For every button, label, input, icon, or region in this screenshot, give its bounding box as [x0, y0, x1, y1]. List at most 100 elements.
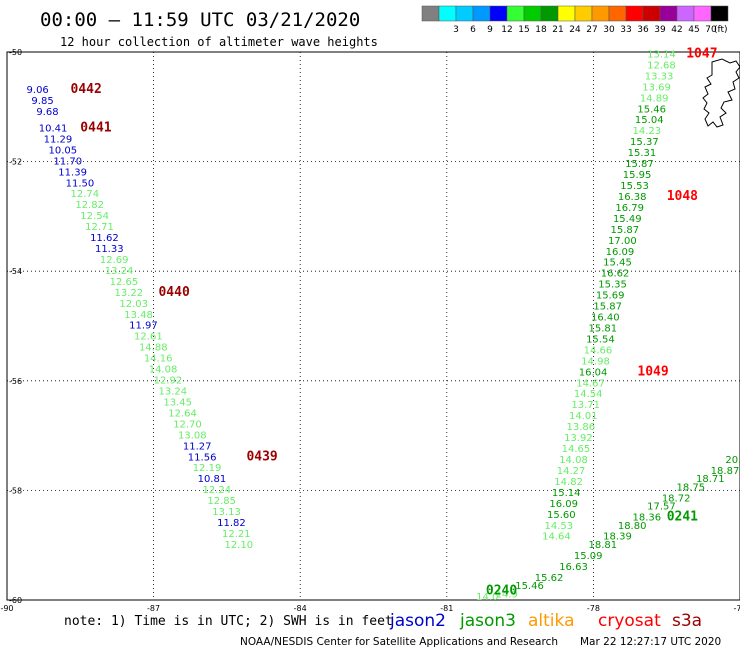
wave-height-point: 12.71 — [85, 222, 114, 233]
x-tick-label: -78 — [587, 604, 600, 613]
grid-lines — [7, 52, 740, 600]
wave-height-point: 18.72 — [662, 493, 691, 504]
legend-jason3: jason3 — [459, 611, 516, 631]
x-tick-label: -81 — [440, 604, 453, 613]
wave-height-labels: 9.069.859.6810.4111.2910.0511.7011.3911.… — [27, 49, 740, 603]
colorbar-label: 15 — [518, 25, 529, 35]
wave-height-point: 16.38 — [618, 192, 647, 203]
wave-height-point: 13.24 — [105, 266, 134, 277]
coastline-island — [702, 58, 740, 128]
wave-height-point: 14.08 — [149, 365, 178, 376]
colorbar-swatch — [676, 5, 695, 22]
plot-frame — [6, 51, 740, 601]
wave-height-point: 14.64 — [542, 532, 571, 543]
wave-height-point: 13.86 — [567, 422, 596, 433]
colorbar-swatch — [659, 5, 678, 22]
wave-height-point: 15.87 — [593, 302, 622, 313]
wave-height-point: 12.69 — [100, 255, 129, 266]
pass-time-label: 0442 — [71, 82, 102, 97]
wave-height-point: 14.08 — [559, 455, 588, 466]
wave-height-point: 17.00 — [608, 236, 637, 247]
legend-s3a: s3a — [672, 611, 702, 631]
wave-height-point: 13.22 — [115, 288, 144, 299]
wave-height-point: 15.62 — [535, 573, 564, 584]
wave-height-point: 15.14 — [552, 488, 581, 499]
wave-height-point: 15.45 — [603, 258, 632, 269]
legend-altika: altika — [528, 611, 575, 631]
wave-height-point: 14.01 — [569, 411, 598, 422]
wave-height-point: 16.04 — [579, 367, 608, 378]
pass-time-label: 0241 — [667, 510, 698, 525]
x-tick-label: -84 — [294, 604, 307, 613]
wave-height-point: 11.39 — [58, 167, 87, 178]
colorbar-label: 45 — [688, 25, 699, 35]
colorbar-label: 21 — [552, 25, 563, 35]
colorbar-swatch — [642, 5, 661, 22]
colorbar-label: 18 — [535, 25, 547, 35]
colorbar-label: 3 — [453, 25, 459, 35]
wave-height-point: 14.66 — [584, 345, 613, 356]
wave-height-point: 12.61 — [134, 332, 163, 343]
wave-height-point: 20.23 — [725, 455, 740, 466]
wave-height-point: 14.9 — [496, 589, 518, 600]
wave-height-point: 9.06 — [27, 85, 49, 96]
wave-height-point: 11.82 — [217, 518, 246, 529]
footer-note: note: 1) Time is in UTC; 2) SWH is in fe… — [64, 614, 393, 629]
wave-height-point: 10.41 — [39, 123, 68, 134]
colorbar-swatch — [574, 5, 593, 22]
pass-time-label: 0441 — [80, 120, 111, 135]
colorbar-label: 27 — [586, 25, 597, 35]
wave-height-point: 12.64 — [168, 408, 197, 419]
wave-height-point: 18.75 — [676, 482, 705, 493]
wave-height-point: 13.08 — [178, 430, 207, 441]
wave-height-point: 15.60 — [547, 510, 576, 521]
colorbar-swatch — [438, 5, 457, 22]
wave-height-point: 17.57 — [647, 502, 676, 513]
pass-time-label: 1049 — [637, 364, 668, 379]
wave-height-point: 12.92 — [154, 376, 183, 387]
wave-height-point: 15.87 — [625, 159, 654, 170]
pass-time-label: 0240 — [486, 584, 517, 599]
wave-height-point: 15.37 — [630, 137, 659, 148]
wave-height-point: 11.50 — [66, 178, 95, 189]
wave-height-point: 15.95 — [623, 170, 652, 181]
colorbar-label: 24 — [569, 25, 581, 35]
wave-height-point: 16.09 — [606, 247, 635, 258]
wave-height-point: 12.24 — [202, 485, 231, 496]
colorbar-swatch — [591, 5, 610, 22]
wave-height-point: 12.10 — [224, 540, 253, 551]
colorbar-swatch — [506, 5, 525, 22]
footer-timestamp: Mar 22 12:27:17 UTC 2020 — [580, 636, 721, 648]
wave-height-point: 14.16 — [144, 354, 173, 365]
colorbar-label: 12 — [501, 25, 512, 35]
wave-height-point: 12.65 — [110, 277, 139, 288]
colorbar-label: 39 — [654, 25, 666, 35]
wave-height-point: 12.21 — [222, 529, 251, 540]
wave-height-point: 18.36 — [632, 513, 661, 524]
wave-height-point: 15.53 — [620, 181, 649, 192]
wave-height-point: 18.80 — [618, 521, 647, 532]
wave-height-point: 14.53 — [545, 521, 574, 532]
wave-height-point: 12.85 — [207, 496, 236, 507]
colorbar-swatch — [608, 5, 627, 22]
wave-height-point: 15.04 — [635, 115, 664, 126]
wave-height-point: 15.69 — [596, 291, 625, 302]
wave-height-point: 12.74 — [71, 189, 100, 200]
wave-height-point: 11.29 — [44, 134, 73, 145]
wave-height-point: 13.69 — [642, 82, 671, 93]
colorbar-label: 6 — [470, 25, 476, 35]
wave-height-point: 16.63 — [559, 562, 588, 573]
wave-height-point: 13.14 — [647, 49, 676, 60]
wave-height-point: 10.05 — [49, 145, 78, 156]
colorbar-label: 30 — [603, 25, 615, 35]
legend-jason2: jason2 — [389, 611, 446, 631]
colorbar-swatch — [421, 5, 440, 22]
colorbar-swatch — [710, 5, 729, 22]
wave-height-point: 16.79 — [615, 203, 644, 214]
wave-height-point: 12.03 — [119, 299, 148, 310]
wave-height-point: 15.46 — [637, 104, 666, 115]
wave-height-point: 14.67 — [576, 378, 605, 389]
wave-height-point: 11.62 — [90, 233, 119, 244]
wave-height-point: 9.68 — [36, 107, 58, 118]
x-tick-label: -87 — [147, 604, 160, 613]
